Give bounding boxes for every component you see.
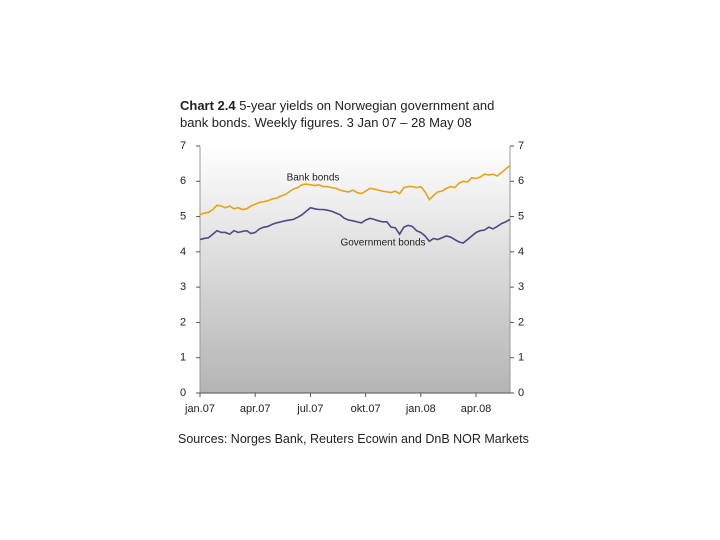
y2-tick-label: 7 — [518, 140, 524, 152]
source: Sources: Norges Bank, Reuters Ecowin and… — [178, 432, 529, 446]
series-label: Bank bonds — [287, 173, 340, 184]
y2-tick-label: 5 — [518, 210, 524, 222]
x-tick-label: apr.08 — [461, 403, 492, 415]
series-label: Government bonds — [340, 238, 425, 249]
y2-tick-label: 1 — [518, 352, 524, 364]
x-tick-label: jan.07 — [184, 403, 215, 415]
y2-tick-label: 0 — [518, 387, 524, 399]
y-tick-label: 4 — [180, 246, 186, 258]
y2-tick-label: 2 — [518, 316, 524, 328]
chart-label: Chart 2.4 — [180, 98, 236, 113]
y2-tick-label: 6 — [518, 175, 524, 187]
x-tick-label: jan.08 — [405, 403, 436, 415]
y-tick-label: 7 — [180, 140, 186, 152]
y-tick-label: 1 — [180, 352, 186, 364]
x-tick-label: jul.07 — [296, 403, 323, 415]
y-tick-label: 2 — [180, 316, 186, 328]
y-tick-label: 0 — [180, 387, 186, 399]
y2-tick-label: 3 — [518, 281, 524, 293]
title-text: 5-year yields on Norwegian government an… — [180, 98, 495, 130]
y-tick-label: 5 — [180, 210, 186, 222]
x-tick-label: okt.07 — [351, 403, 381, 415]
y-tick-label: 6 — [180, 175, 186, 187]
x-tick-label: apr.07 — [240, 403, 271, 415]
series-line — [199, 164, 511, 216]
y2-tick-label: 4 — [518, 246, 524, 258]
y-tick-label: 3 — [180, 281, 186, 293]
chart-title: Chart 2.4 5-year yields on Norwegian gov… — [180, 97, 520, 131]
series-line — [199, 206, 511, 244]
plot-background — [200, 146, 510, 393]
